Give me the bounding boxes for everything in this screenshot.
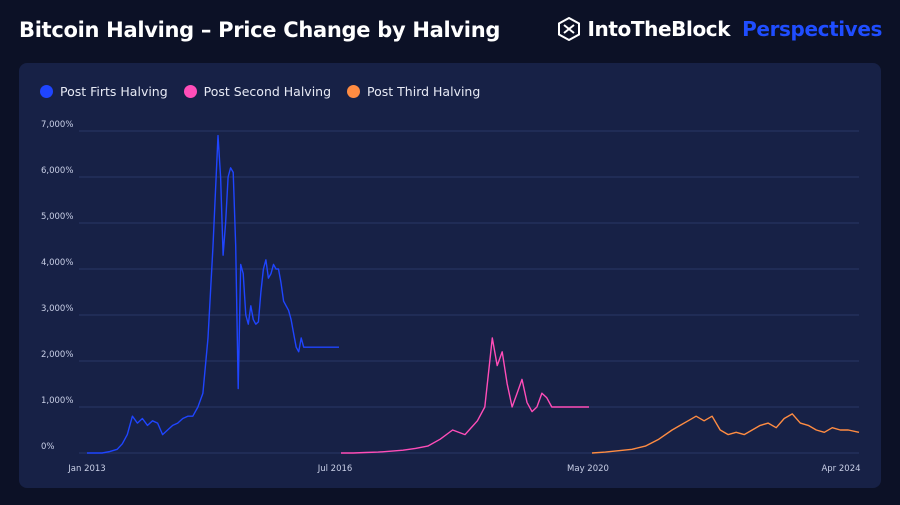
- x-tick-label: May 2020: [567, 464, 609, 474]
- y-tick-label: 1,000%: [41, 396, 73, 406]
- y-tick-label: 3,000%: [41, 304, 73, 314]
- chart-card: 0% 1,000% 2,000% 3,000% 4,000% 5,000% 6,000% 7,…: [19, 63, 881, 488]
- series-line-2: [341, 337, 589, 454]
- y-tick-label: 7,000%: [41, 120, 73, 130]
- x-tick-label: Jul 2016: [317, 464, 353, 474]
- legend-label-first: Post Firts Halving: [60, 84, 168, 99]
- legend-dot-third-icon: [347, 85, 361, 98]
- legend-item-first-halving[interactable]: Post Firts Halving: [40, 84, 168, 99]
- legend-item-third-halving[interactable]: Post Third Halving: [347, 84, 480, 99]
- y-tick-label: 2,000%: [41, 350, 73, 360]
- x-tick-label: Apr 2024: [821, 464, 860, 474]
- brand-name: IntoTheBlock: [587, 17, 731, 41]
- chart-legend: Post Firts Halving Post Second Halving P…: [40, 84, 480, 99]
- series-line-3: [591, 413, 860, 454]
- legend-label-second: Post Second Halving: [203, 84, 332, 99]
- legend-item-second-halving[interactable]: Post Second Halving: [183, 84, 332, 99]
- legend-dot-first-icon: [40, 85, 53, 98]
- series-line-1: [87, 134, 339, 454]
- line-chart: 0% 1,000% 2,000% 3,000% 4,000% 5,000% 6,000% 7,…: [41, 120, 861, 474]
- y-tick-label: 6,000%: [41, 166, 73, 176]
- legend-label-third: Post Third Halving: [367, 84, 481, 99]
- x-tick-label: Jan 2013: [67, 464, 105, 474]
- y-tick-label: 5,000%: [41, 212, 73, 222]
- y-tick-label: 0%: [41, 442, 55, 452]
- brand-logo: IntoTheBlock Perspectives: [557, 17, 882, 41]
- y-tick-label: 4,000%: [41, 258, 73, 268]
- brand-subtitle: Perspectives: [742, 17, 882, 41]
- intotheblock-logo-icon: [557, 17, 580, 41]
- page-title: Bitcoin Halving – Price Change by Halvin…: [19, 18, 501, 42]
- legend-dot-second-icon: [183, 85, 197, 98]
